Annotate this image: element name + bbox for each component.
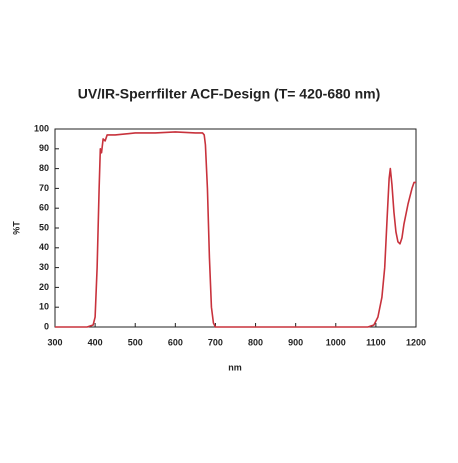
y-tick-label: 20 [39, 282, 49, 292]
y-tick-label: 30 [39, 262, 49, 272]
x-tick-label: 800 [248, 337, 263, 347]
y-tick-label: 90 [39, 143, 49, 153]
x-tick-label: 300 [47, 337, 62, 347]
y-axis-label: %T [11, 221, 21, 235]
y-tick-label: 50 [39, 222, 49, 232]
x-tick-label: 600 [168, 337, 183, 347]
x-tick-label: 1200 [406, 337, 426, 347]
x-axis-label: nm [228, 362, 242, 372]
x-tick-label: 500 [128, 337, 143, 347]
y-tick-label: 100 [34, 123, 49, 133]
data-line [55, 131, 416, 328]
x-tick-label: 700 [208, 337, 223, 347]
x-tick-label: 1100 [366, 337, 386, 347]
plot-frame [54, 128, 417, 328]
x-tick-label: 400 [88, 337, 103, 347]
x-tick-label: 1000 [326, 337, 346, 347]
y-tick-label: 40 [39, 242, 49, 252]
y-tick-label: 10 [39, 302, 49, 312]
y-tick-label: 0 [44, 321, 49, 331]
x-tick-label: 900 [288, 337, 303, 347]
chart-title: UV/IR-Sperrfilter ACF-Design (T= 420-680… [78, 86, 381, 102]
y-tick-label: 60 [39, 203, 49, 213]
y-tick-label: 80 [39, 163, 49, 173]
y-tick-label: 70 [39, 183, 49, 193]
